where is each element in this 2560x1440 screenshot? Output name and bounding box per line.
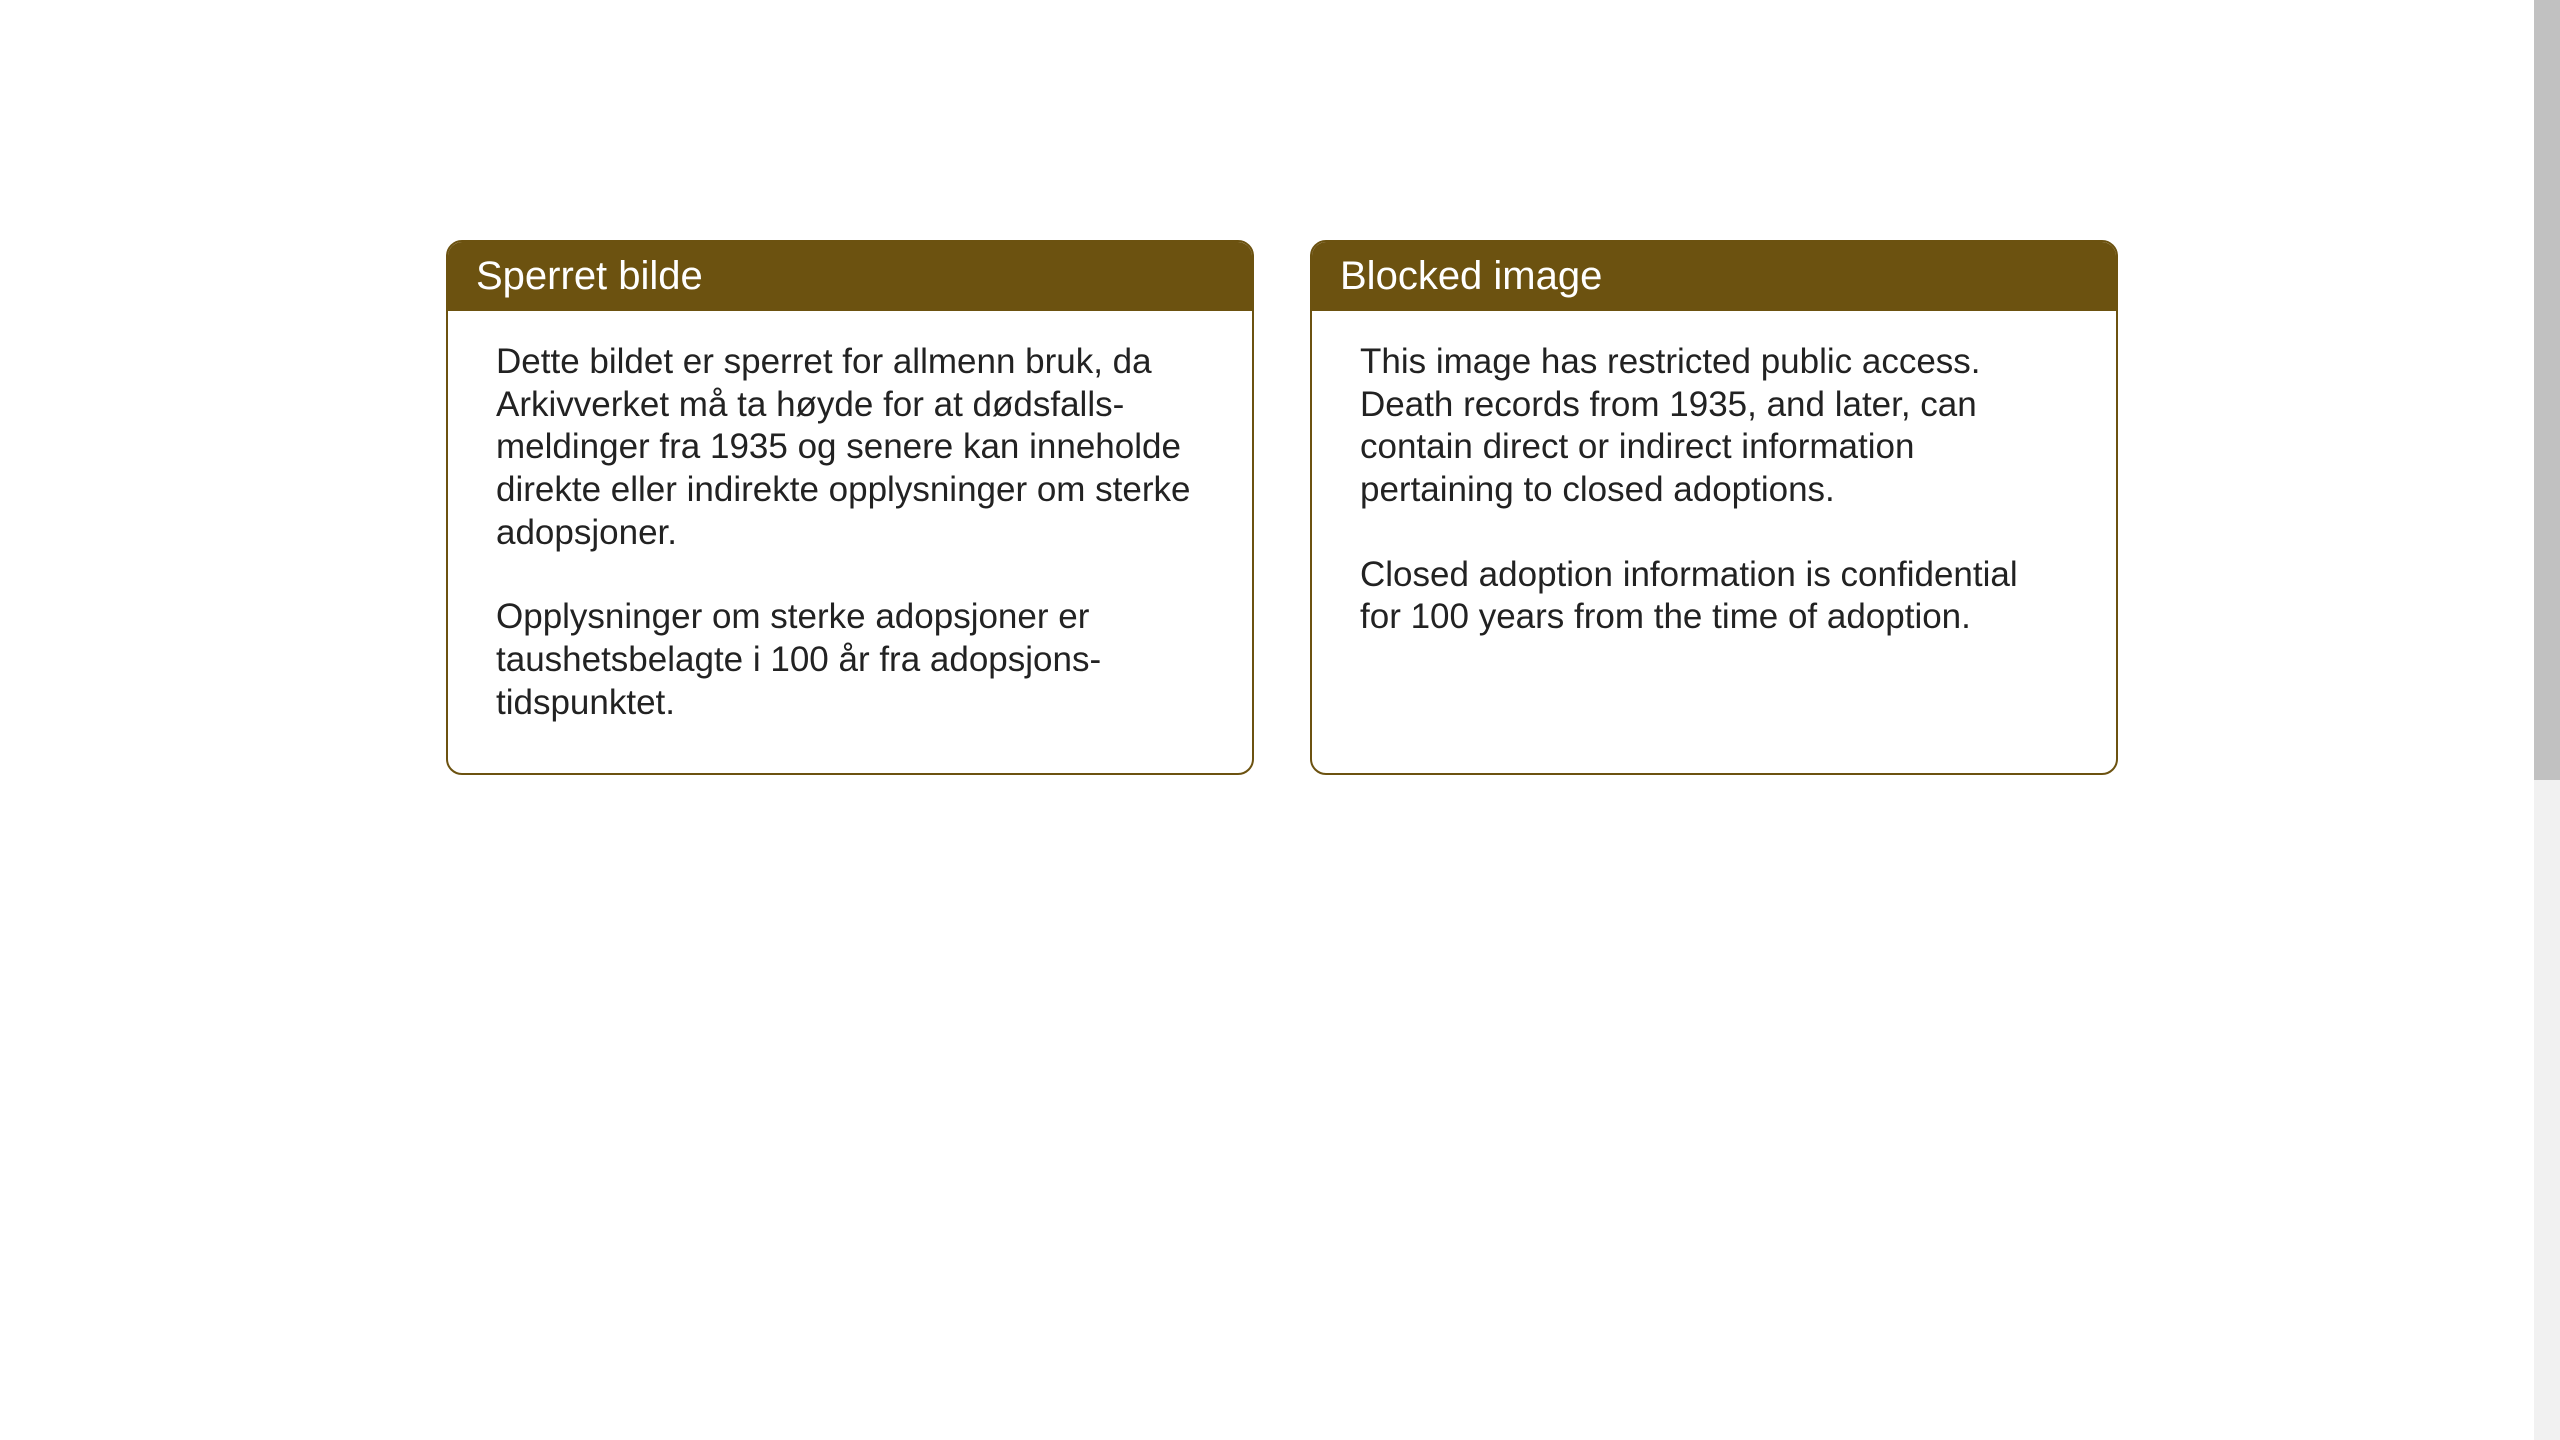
scrollbar-thumb[interactable] bbox=[2534, 0, 2560, 780]
card-english-title: Blocked image bbox=[1340, 254, 1602, 298]
card-norwegian: Sperret bilde Dette bildet er sperret fo… bbox=[446, 240, 1254, 775]
scrollbar-track[interactable] bbox=[2534, 0, 2560, 1440]
card-english: Blocked image This image has restricted … bbox=[1310, 240, 2118, 775]
card-english-paragraph-1: This image has restricted public access.… bbox=[1360, 341, 2068, 512]
card-english-paragraph-2: Closed adoption information is confident… bbox=[1360, 554, 2068, 639]
card-english-body: This image has restricted public access.… bbox=[1312, 311, 2116, 687]
card-norwegian-body: Dette bildet er sperret for allmenn bruk… bbox=[448, 311, 1252, 773]
cards-container: Sperret bilde Dette bildet er sperret fo… bbox=[446, 240, 2118, 775]
card-norwegian-paragraph-2: Opplysninger om sterke adopsjoner er tau… bbox=[496, 596, 1204, 724]
card-norwegian-title: Sperret bilde bbox=[476, 254, 703, 298]
card-english-header: Blocked image bbox=[1312, 242, 2116, 311]
card-norwegian-paragraph-1: Dette bildet er sperret for allmenn bruk… bbox=[496, 341, 1204, 554]
card-norwegian-header: Sperret bilde bbox=[448, 242, 1252, 311]
